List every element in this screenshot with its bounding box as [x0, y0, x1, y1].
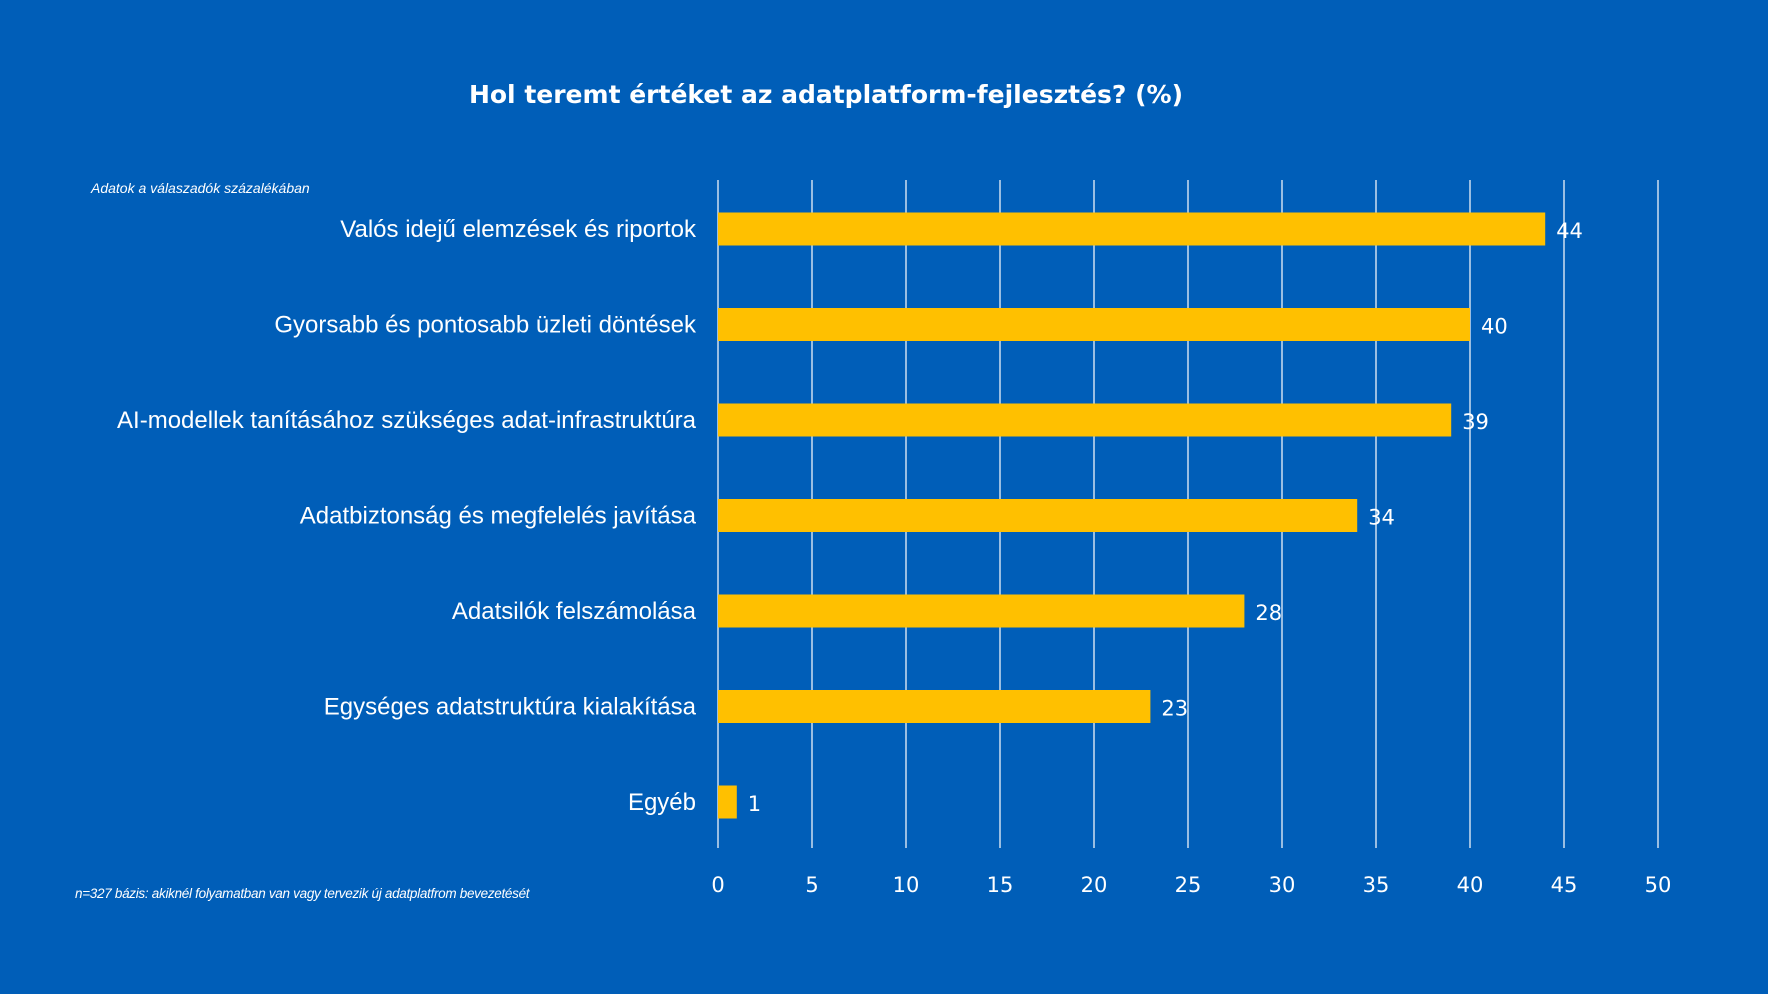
- data-label: 40: [1481, 315, 1508, 339]
- bar: [718, 308, 1470, 341]
- chart-footnote: n=327 bázis: akiknél folyamatban van vag…: [75, 886, 530, 901]
- x-tick-label: 10: [893, 873, 920, 897]
- x-tick-label: 0: [711, 873, 724, 897]
- category-label: Gyorsabb és pontosabb üzleti döntések: [274, 312, 697, 339]
- data-label: 34: [1368, 506, 1395, 530]
- x-tick-label: 50: [1645, 873, 1672, 897]
- bar: [718, 690, 1151, 723]
- category-label: Adatbiztonság és megfelelés javítása: [300, 503, 697, 530]
- category-label: AI-modellek tanításához szükséges adat-i…: [117, 407, 697, 434]
- x-tick-label: 15: [987, 873, 1014, 897]
- category-label: Valós idejű elemzések és riportok: [340, 216, 697, 243]
- data-label: 1: [748, 792, 761, 816]
- data-label: 39: [1462, 410, 1489, 434]
- data-label: 44: [1556, 219, 1583, 243]
- bar: [718, 594, 1245, 628]
- x-tick-label: 30: [1269, 873, 1296, 897]
- category-label: Egyéb: [628, 789, 696, 816]
- data-label: 23: [1161, 697, 1188, 721]
- chart-subtitle: Adatok a válaszadók százalékában: [91, 180, 310, 196]
- bar: [718, 212, 1546, 246]
- category-label: Egységes adatstruktúra kialakítása: [324, 694, 697, 721]
- x-tick-label: 5: [805, 873, 818, 897]
- chart-title: Hol teremt értéket az adatplatform-fejle…: [468, 80, 1184, 109]
- bar: [718, 403, 1452, 437]
- x-tick-label: 45: [1551, 873, 1578, 897]
- x-tick-label: 40: [1457, 873, 1484, 897]
- bar: [718, 785, 737, 819]
- x-tick-label: 20: [1081, 873, 1108, 897]
- x-tick-label: 35: [1363, 873, 1390, 897]
- bar: [718, 499, 1358, 532]
- category-label: Adatsilók felszámolása: [452, 598, 697, 625]
- x-tick-label: 25: [1175, 873, 1202, 897]
- data-label: 28: [1255, 601, 1282, 625]
